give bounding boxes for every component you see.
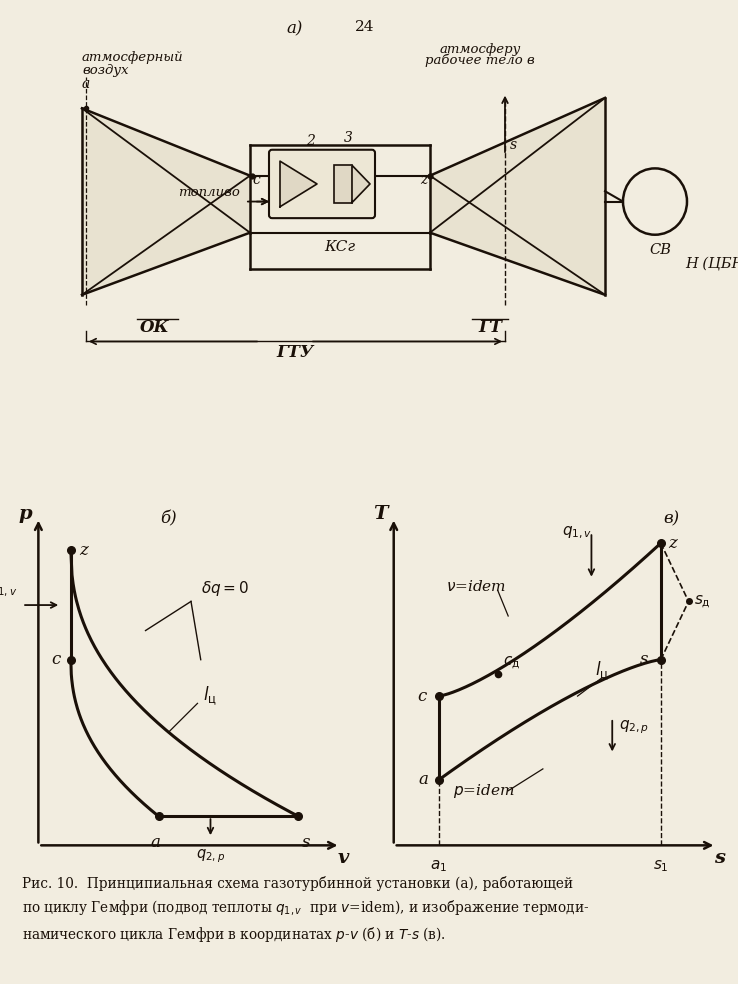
- Text: a: a: [418, 771, 428, 788]
- Text: $c_{\rm д}$: $c_{\rm д}$: [503, 653, 520, 671]
- Text: s: s: [301, 834, 310, 851]
- Text: z: z: [79, 542, 88, 559]
- Bar: [334, 165, 352, 203]
- Text: рабочее тело в: рабочее тело в: [425, 53, 535, 67]
- Text: 24: 24: [355, 21, 374, 34]
- Text: $a_1$: $a_1$: [430, 858, 447, 874]
- Text: s: s: [510, 138, 517, 152]
- Text: 1: 1: [289, 177, 298, 191]
- Text: 3: 3: [344, 131, 353, 145]
- Polygon shape: [280, 161, 317, 207]
- Text: c: c: [52, 651, 61, 668]
- Text: атмосферный: атмосферный: [82, 51, 184, 64]
- Text: в): в): [663, 511, 679, 527]
- Circle shape: [623, 168, 687, 235]
- Text: воздух: воздух: [82, 64, 128, 77]
- Text: c: c: [418, 688, 427, 705]
- Text: топливо: топливо: [178, 186, 240, 199]
- Text: а: а: [82, 77, 90, 92]
- Text: $q_{1,v}$: $q_{1,v}$: [0, 583, 17, 598]
- Text: $q_{2,p}$: $q_{2,p}$: [196, 847, 225, 865]
- Text: $q_{2,p}$: $q_{2,p}$: [619, 718, 649, 735]
- Text: а): а): [287, 21, 303, 37]
- Text: $s_1$: $s_1$: [653, 858, 669, 874]
- Text: c: c: [252, 172, 260, 187]
- Text: v: v: [338, 849, 349, 867]
- Polygon shape: [430, 98, 605, 295]
- Polygon shape: [82, 108, 250, 295]
- Text: a: a: [151, 834, 160, 851]
- Text: ОК: ОК: [140, 319, 170, 336]
- Text: $\delta q=0$: $\delta q=0$: [201, 579, 249, 597]
- Text: ГТУ: ГТУ: [276, 343, 314, 360]
- Text: Н (ЦБН, ЭГ): Н (ЦБН, ЭГ): [685, 257, 738, 271]
- Text: s: s: [714, 849, 725, 867]
- Text: СВ: СВ: [649, 243, 671, 257]
- Text: z: z: [420, 172, 427, 187]
- Text: T: T: [373, 505, 387, 523]
- Text: $l_{\rm ц}$: $l_{\rm ц}$: [204, 685, 218, 707]
- Text: КСг: КСг: [325, 240, 356, 254]
- Text: z: z: [668, 534, 677, 552]
- Text: $q_{1,v}$: $q_{1,v}$: [562, 524, 593, 541]
- Text: ГТ: ГТ: [478, 319, 502, 336]
- Text: p: p: [18, 505, 32, 523]
- Text: $p$=idem: $p$=idem: [452, 781, 514, 800]
- Text: 2: 2: [306, 134, 314, 148]
- Text: $\nu$=idem: $\nu$=idem: [446, 580, 506, 594]
- Text: s: s: [640, 651, 649, 668]
- Text: $s_{\rm д}$: $s_{\rm д}$: [694, 593, 711, 610]
- Text: Рис. 10.  Принципиальная схема газотурбинной установки (а), работающей
по циклу : Рис. 10. Принципиальная схема газотурбин…: [22, 876, 590, 944]
- FancyBboxPatch shape: [269, 150, 375, 218]
- Polygon shape: [352, 165, 370, 203]
- Text: б): б): [160, 511, 176, 527]
- Text: $l_{\rm ц}$: $l_{\rm ц}$: [595, 659, 609, 682]
- Text: атмосферу: атмосферу: [439, 43, 520, 56]
